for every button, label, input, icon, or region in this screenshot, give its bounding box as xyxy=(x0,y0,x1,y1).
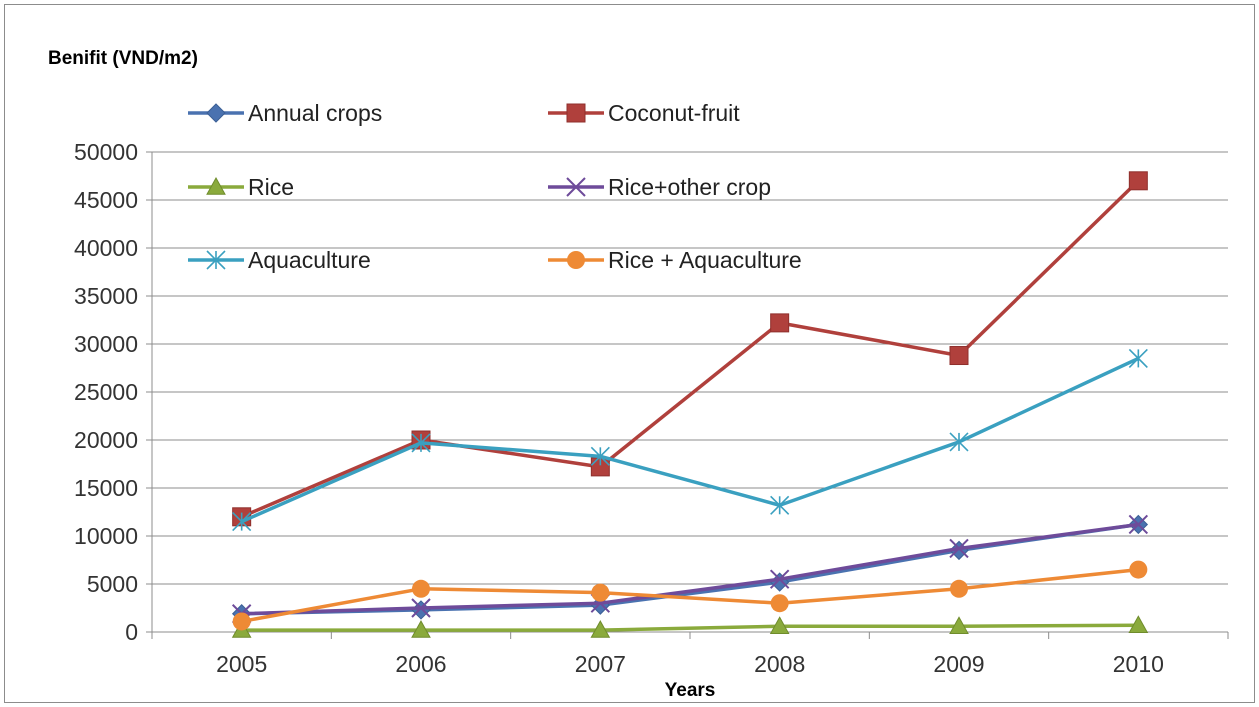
series-line-coconut-fruit xyxy=(240,179,1140,519)
x-marker-stroke xyxy=(1128,514,1149,535)
y-tick-label: 30000 xyxy=(74,331,138,357)
asterisk-marker xyxy=(206,250,226,270)
y-tick-label: 45000 xyxy=(74,187,138,213)
x-marker xyxy=(566,177,586,197)
data-point-aquaculture xyxy=(1128,348,1148,368)
x-tick-label: 2009 xyxy=(933,651,984,677)
data-point-rice-other-crop xyxy=(769,569,790,589)
x-tick-label: 2008 xyxy=(754,651,805,677)
legend-label: Aquaculture xyxy=(248,247,371,273)
x-tick-labels: 2005 2006 2007 2008 2009 2010 xyxy=(216,651,1164,677)
series-line-annual-crops xyxy=(241,522,1139,616)
data-point-rice xyxy=(590,620,611,638)
data-point-rice-aquaculture xyxy=(412,579,430,598)
y-tick-label: 40000 xyxy=(74,235,138,261)
square-marker xyxy=(566,103,586,123)
y-tick-label: 35000 xyxy=(74,283,138,309)
series-line-rice-aquaculture xyxy=(241,567,1139,624)
data-point-rice xyxy=(411,620,431,638)
legend-label: Rice xyxy=(248,174,294,200)
x-axis-label: Years xyxy=(665,680,716,701)
axes xyxy=(146,151,1229,639)
legend-label: Annual crops xyxy=(248,100,382,126)
data-point-coconut-fruit xyxy=(949,346,969,366)
data-point-aquaculture xyxy=(590,446,610,466)
legend: Annual crops Coconut-fruit Rice Rice+other … xyxy=(188,100,802,273)
x-tick-label: 2005 xyxy=(216,651,267,677)
legend-item-rice: Rice xyxy=(188,174,294,200)
x-marker-stroke xyxy=(949,538,969,559)
series-line-rice xyxy=(241,623,1139,632)
y-tick-label: 10000 xyxy=(74,523,138,549)
legend-item-coconut-fruit: Coconut-fruit xyxy=(548,100,740,126)
y-tick-label: 25000 xyxy=(74,379,138,405)
series-line-rice-other-crop xyxy=(241,522,1139,616)
data-point-aquaculture xyxy=(232,512,252,532)
x-tick-label: 2006 xyxy=(395,651,446,677)
data-point-rice xyxy=(1128,615,1149,633)
data-point-annual-crops xyxy=(769,572,790,592)
circle-marker xyxy=(567,251,585,269)
data-point-coconut-fruit xyxy=(770,313,790,333)
data-point-rice-aquaculture xyxy=(232,612,251,631)
legend-label: Rice + Aquaculture xyxy=(608,247,802,273)
data-point-aquaculture xyxy=(949,432,969,452)
legend-item-rice-other-crop: Rice+other crop xyxy=(548,174,771,200)
series-group xyxy=(231,171,1149,638)
series-rice xyxy=(231,615,1149,638)
x-marker-stroke xyxy=(769,569,790,589)
diamond-marker xyxy=(206,103,226,123)
data-point-rice-aquaculture xyxy=(591,583,610,602)
data-point-aquaculture xyxy=(770,495,790,515)
chart-frame xyxy=(4,4,1255,703)
y-tick-label: 50000 xyxy=(74,139,138,165)
series-line-aquaculture xyxy=(240,356,1140,524)
gridlines xyxy=(152,151,1228,585)
series-aquaculture xyxy=(232,348,1148,532)
data-point-rice xyxy=(949,616,969,634)
data-point-coconut-fruit xyxy=(1128,171,1148,191)
x-tick-label: 2010 xyxy=(1113,651,1164,677)
y-tick-labels: 0 5000 10000 15000 20000 25000 30000 35000 40000… xyxy=(74,139,138,645)
legend-label: Coconut-fruit xyxy=(608,100,740,126)
series-annual-crops xyxy=(231,514,1149,624)
y-tick-label: 0 xyxy=(125,619,138,645)
data-point-aquaculture xyxy=(411,433,431,453)
data-point-rice-aquaculture xyxy=(950,579,968,598)
data-point-rice-aquaculture xyxy=(770,594,789,613)
series-rice-aquaculture xyxy=(232,560,1148,631)
data-point-rice-aquaculture xyxy=(1129,560,1148,579)
triangle-marker xyxy=(206,176,226,195)
legend-item-rice-aquaculture: Rice + Aquaculture xyxy=(548,247,802,273)
series-coconut-fruit xyxy=(232,171,1148,527)
data-point-rice-other-crop xyxy=(949,538,969,559)
legend-item-aquaculture: Aquaculture xyxy=(188,247,371,273)
y-axis-label: Benifit (VND/m2) xyxy=(48,48,198,69)
series-rice-other-crop xyxy=(231,514,1149,624)
x-marker-stroke xyxy=(566,177,586,197)
legend-label: Rice+other crop xyxy=(608,174,771,200)
y-tick-label: 15000 xyxy=(74,475,138,501)
y-tick-label: 20000 xyxy=(74,427,138,453)
x-tick-label: 2007 xyxy=(575,651,626,677)
y-tick-label: 5000 xyxy=(87,571,138,597)
data-point-rice-other-crop xyxy=(1128,514,1149,535)
legend-item-annual-crops: Annual crops xyxy=(188,100,382,126)
data-point-rice-other-crop xyxy=(411,598,431,618)
x-marker-stroke xyxy=(411,598,431,618)
data-point-rice xyxy=(769,616,790,634)
